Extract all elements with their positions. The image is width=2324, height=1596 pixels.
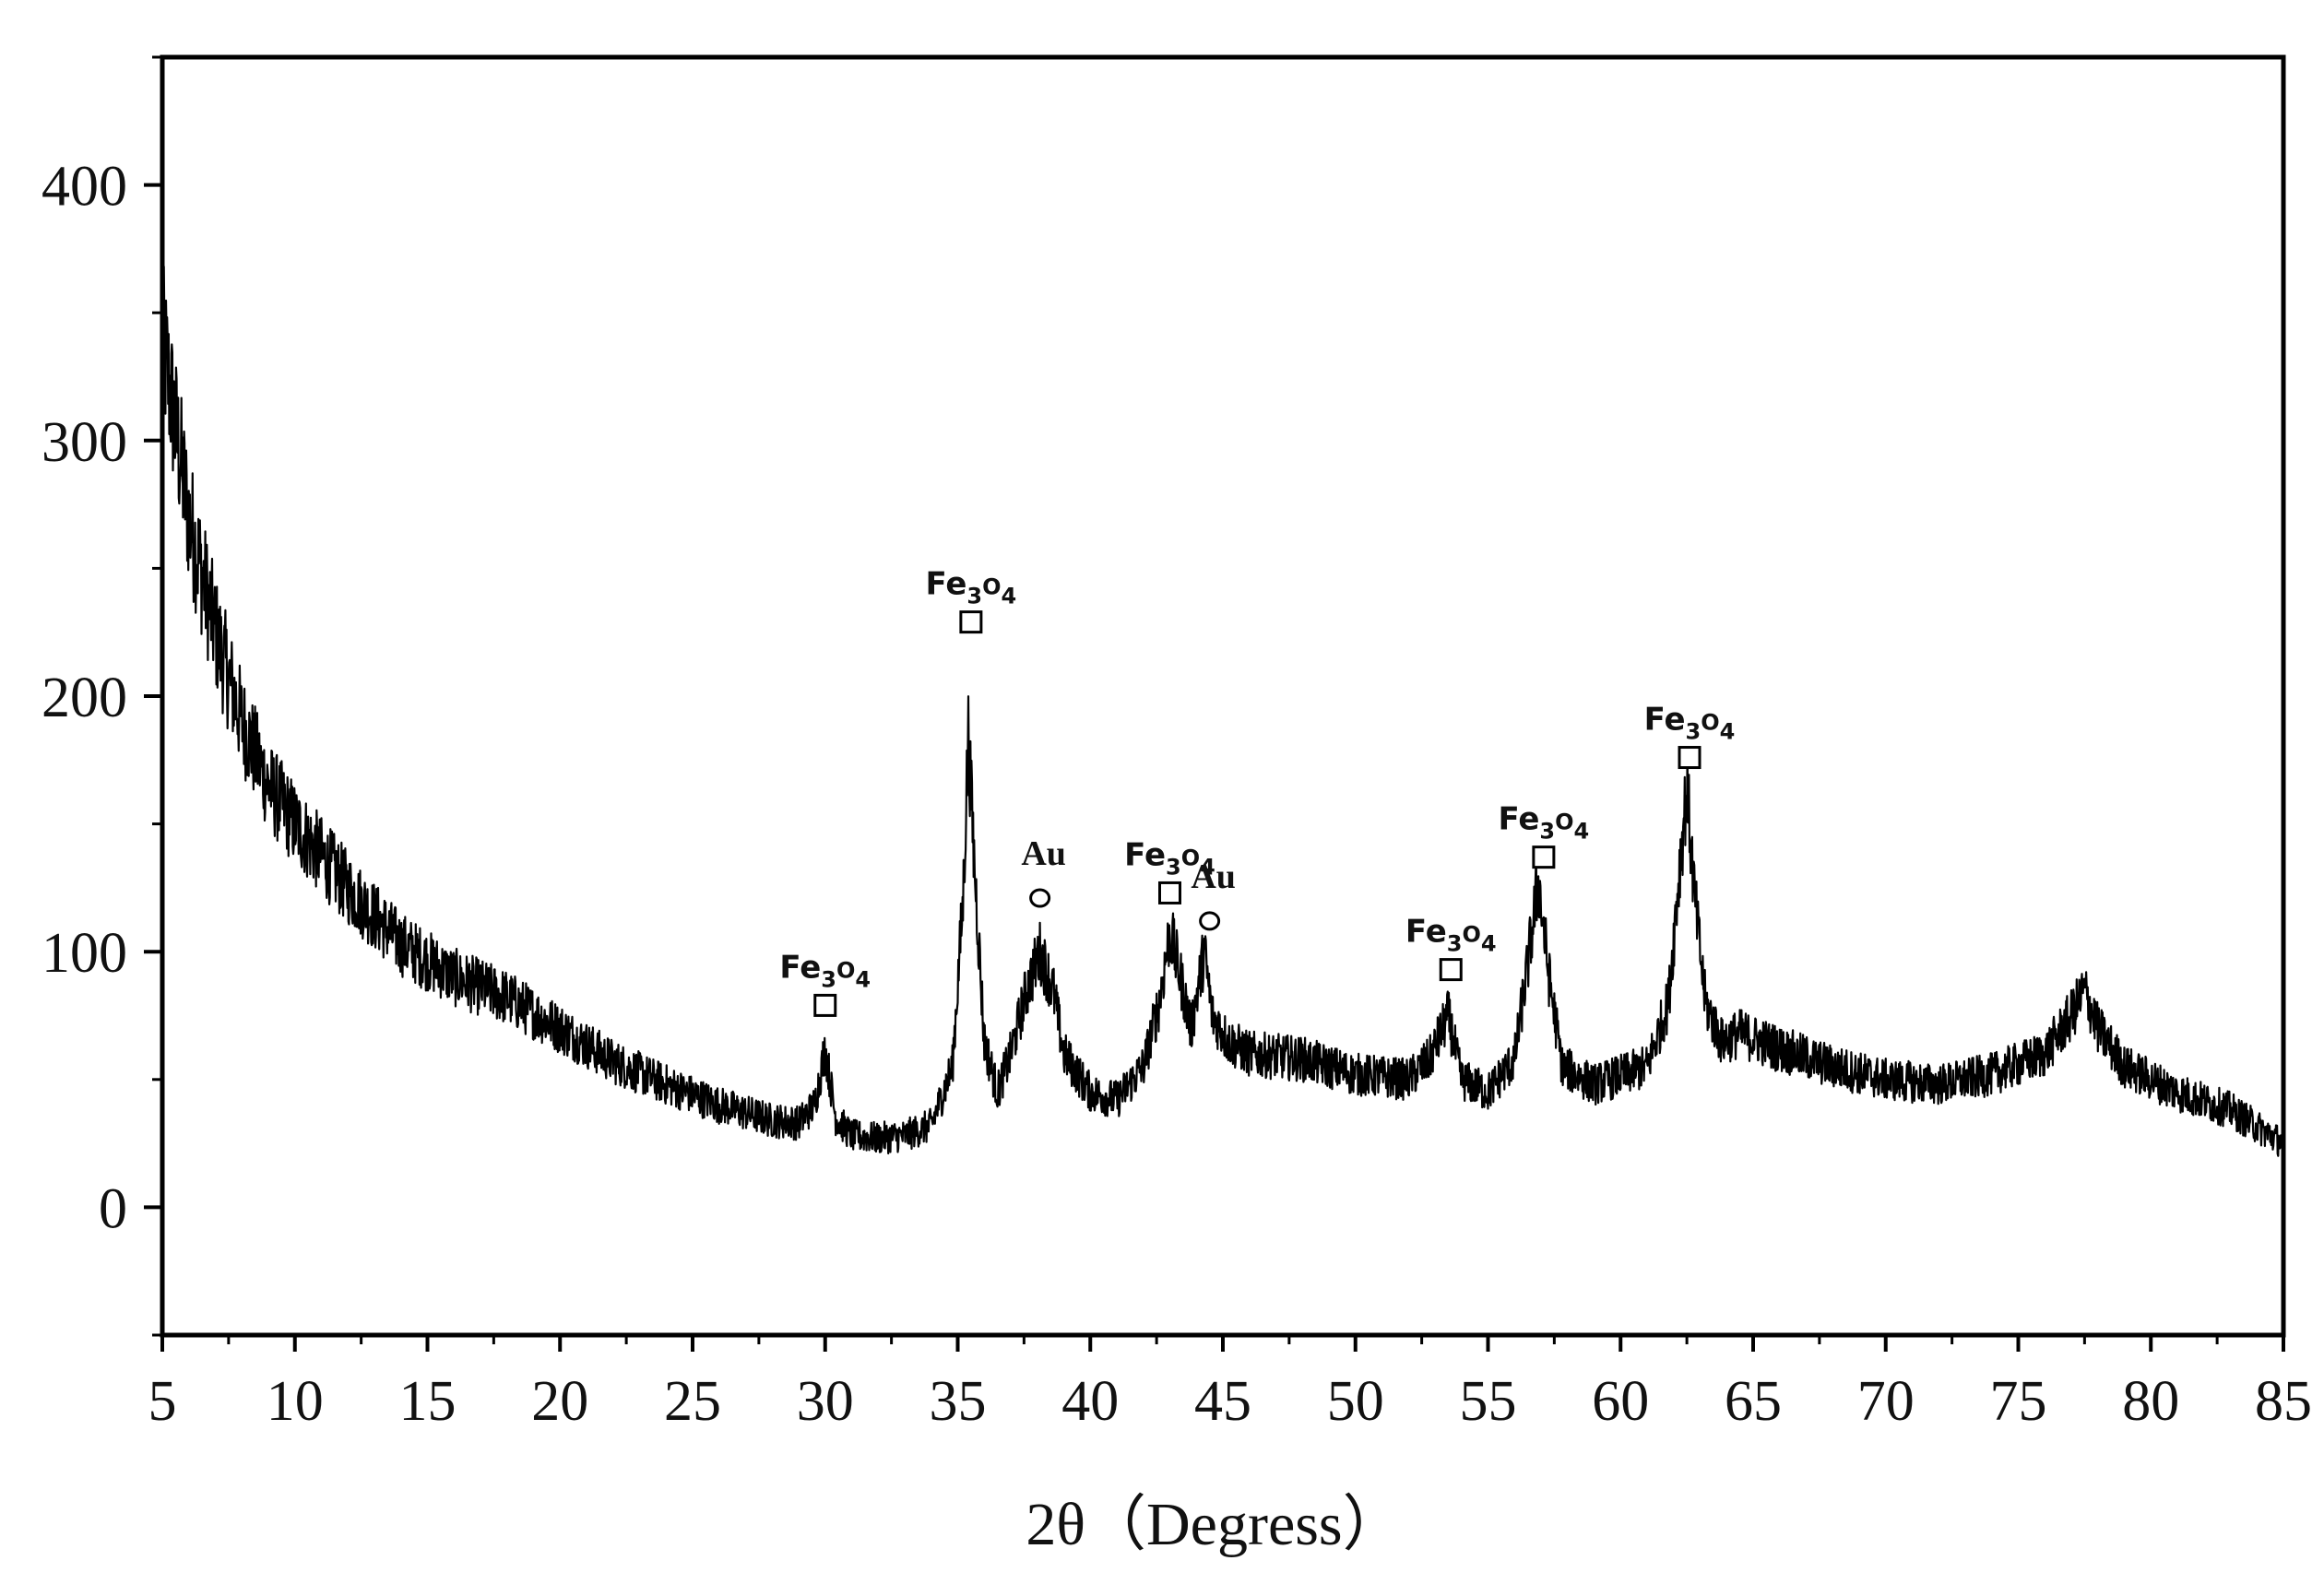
fe3o4-square-marker (959, 610, 983, 634)
x-tick-label: 10 (267, 1370, 324, 1433)
x-axis-title: 2θ（Degress） (1026, 1491, 1403, 1558)
x-tick-label: 55 (1460, 1370, 1517, 1433)
fe3o4-square-marker (1158, 881, 1181, 904)
x-tick-label: 25 (664, 1370, 721, 1433)
fe3o4-square-marker (813, 993, 837, 1017)
x-tick-label: 85 (2255, 1370, 2312, 1433)
x-tick-label: 75 (1990, 1370, 2047, 1433)
peak-label: Au (1191, 857, 1236, 896)
peak-label: Fe3O4 (1499, 801, 1590, 845)
y-tick-label: 0 (99, 1177, 127, 1240)
au-circle-marker (1029, 888, 1051, 908)
x-tick-label: 30 (797, 1370, 854, 1433)
x-tick-label: 45 (1194, 1370, 1251, 1433)
x-tick-label: 15 (399, 1370, 456, 1433)
peak-label: Fe3O4 (1644, 702, 1736, 745)
peak-label: Fe3O4 (1405, 914, 1497, 957)
plot-area (160, 54, 2286, 1338)
y-tick-label: 300 (42, 411, 127, 474)
peak-label: Fe3O4 (779, 949, 871, 992)
au-circle-marker (1199, 911, 1221, 931)
y-tick-label: 200 (42, 667, 127, 729)
fe3o4-square-marker (1678, 746, 1702, 770)
x-tick-label: 20 (531, 1370, 588, 1433)
x-tick-label: 80 (2122, 1370, 2179, 1433)
x-tick-label: 65 (1725, 1370, 1782, 1433)
x-tick-label: 60 (1592, 1370, 1649, 1433)
x-tick-label: 35 (930, 1370, 987, 1433)
data-layer (160, 266, 2285, 1157)
axis-layer: 5 10 15 20 25 30 35 40 45 50 55 60 65 70 75 80 85 0 100 200… (42, 55, 2312, 1433)
y-tick-label: 400 (42, 156, 127, 219)
x-tick-label: 5 (148, 1370, 177, 1433)
fe3o4-square-marker (1439, 958, 1463, 982)
plot-frame (160, 54, 2286, 1338)
peak-label: Fe3O4 (926, 566, 1017, 609)
x-tick-label: 70 (1857, 1370, 1915, 1433)
y-tick-label: 100 (42, 922, 127, 985)
peak-label: Au (1021, 834, 1066, 873)
x-tick-label: 50 (1327, 1370, 1384, 1433)
fe3o4-square-marker (1532, 845, 1556, 869)
peak-label: Fe3O4 (1124, 836, 1215, 880)
series-line (160, 266, 2285, 1157)
x-tick-label: 40 (1061, 1370, 1119, 1433)
